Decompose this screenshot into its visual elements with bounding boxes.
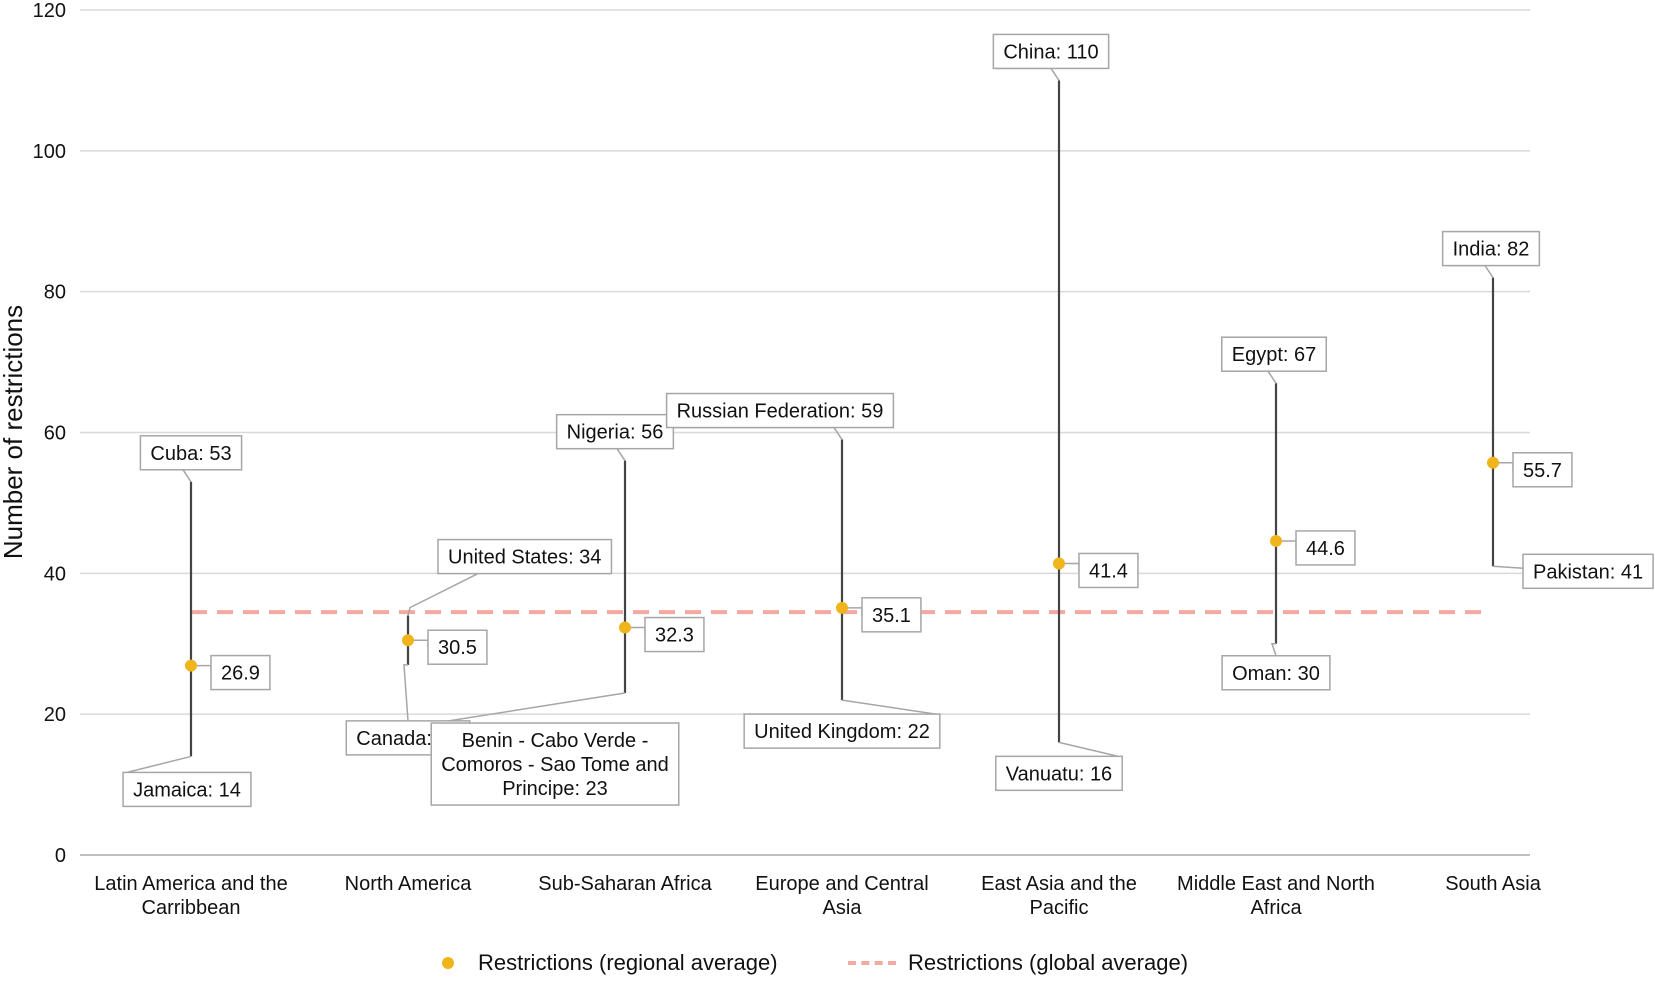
legend-item-regional-average: Restrictions (regional average) [442,950,778,976]
category-label: Asia [823,897,863,919]
callout-box [861,597,922,633]
min-callout-label: Pakistan: 41 [1533,561,1643,583]
min-callout-leader [1058,741,1119,758]
average-callout-label: 41.4 [1089,560,1128,582]
min-callout-label: Benin - Cabo Verde - [462,730,649,752]
grid-lines [80,9,1530,715]
max-callout-label: Nigeria: 56 [567,422,664,444]
min-callout-label: Vanuatu: 16 [1006,763,1112,785]
category-label: East Asia and the [981,873,1137,895]
average-point [619,621,631,634]
average-points [185,456,1499,672]
callout-box [427,629,488,665]
average-callout-label: 30.5 [438,637,477,659]
legend-item-global-average: Restrictions (global average) [848,950,1188,976]
category-label: Middle East and North [1177,873,1375,895]
category-label: North America [345,873,473,895]
average-callout-label: 35.1 [872,605,911,627]
callout-box [1522,553,1654,590]
min-callout-label: Principe: 23 [502,778,608,800]
y-tick-label: 80 [44,282,66,304]
average-callout-label: 44.6 [1306,538,1345,560]
max-callout-leader [407,572,479,616]
legend-dot-icon [442,957,454,969]
legend: Restrictions (regional average) Restrict… [0,950,1655,986]
max-callout-leader [1446,264,1494,278]
average-point [402,634,414,647]
max-callout-label: Russian Federation: 59 [677,401,884,423]
average-point [185,659,197,672]
callout-box [992,33,1110,70]
min-callout-label: Jamaica: 14 [133,779,241,801]
max-callout-label: China: 110 [1003,41,1098,63]
min-callout-label: Comoros - Sao Tome and [441,754,669,776]
legend-dash-icon [848,961,896,965]
average-point [836,601,848,614]
y-tick-label: 40 [44,563,66,585]
max-callout-leader [670,426,843,440]
min-callout-leader [126,755,192,774]
min-callout-leader [403,664,409,721]
callout-box [139,435,243,471]
min-callout-label: Oman: 30 [1232,663,1320,685]
callout-box [437,538,613,575]
y-tick-label: 60 [44,423,66,445]
max-callout-label: Cuba: 53 [150,443,231,465]
average-callout-label: 32.3 [655,625,694,647]
average-point [1487,456,1499,469]
y-tick-label: 100 [33,141,66,163]
callout-box [644,616,705,653]
max-callout-label: Egypt: 67 [1232,344,1317,366]
y-axis-title: Number of restrictions [0,305,28,559]
callout-box [210,654,271,691]
max-callout-leader [560,447,626,462]
y-tick-label: 120 [33,0,66,22]
callout-box [665,392,895,429]
min-callout-leader [1492,565,1524,570]
category-label: Latin America and the [94,873,287,895]
range-lines [189,80,1495,757]
max-callout-label: India: 82 [1453,239,1530,261]
min-callout-leader [1270,643,1277,656]
callout-box [122,771,252,808]
max-callout-leader [144,469,192,483]
max-callout-label: United States: 34 [448,547,601,569]
callout-box [1512,452,1573,488]
category-label: Africa [1250,897,1302,919]
max-callout-leader [1225,370,1277,384]
min-callout-leader [841,699,936,715]
max-callout-leader [997,67,1060,81]
callout-box [1221,655,1331,691]
category-label: Europe and Central [755,873,928,895]
average-point [1270,534,1282,547]
min-callout-label: United Kingdom: 22 [754,721,930,743]
legend-label: Restrictions (global average) [908,950,1189,975]
callout-box [1078,552,1139,589]
callout-box [995,755,1123,792]
category-label: Pacific [1030,897,1089,919]
average-point [1053,557,1065,570]
callout-box [1295,530,1356,566]
y-axis-ticks: 0 20 40 60 80 100 120 [33,0,66,867]
callout-box [1220,336,1328,372]
chart: 0 20 40 60 80 100 120 Number of restrictions C… [0,0,1654,919]
category-label: Sub-Saharan Africa [538,873,712,895]
category-label: South Asia [1445,873,1542,895]
category-label: Carribbean [142,897,241,919]
callout-box [430,722,680,806]
average-callout-label: 55.7 [1523,460,1562,482]
legend-label: Restrictions (regional average) [478,950,778,975]
min-callout-leader [435,692,626,724]
callout-box [743,713,941,749]
y-tick-label: 20 [44,704,66,726]
callout-box [1441,230,1541,267]
callout-box [555,413,675,450]
y-tick-label: 0 [55,845,66,867]
callout-boxes: Cuba: 53 Jamaica: 14 26.9 United States: 34… [122,33,1654,808]
average-callout-label: 26.9 [221,663,260,685]
